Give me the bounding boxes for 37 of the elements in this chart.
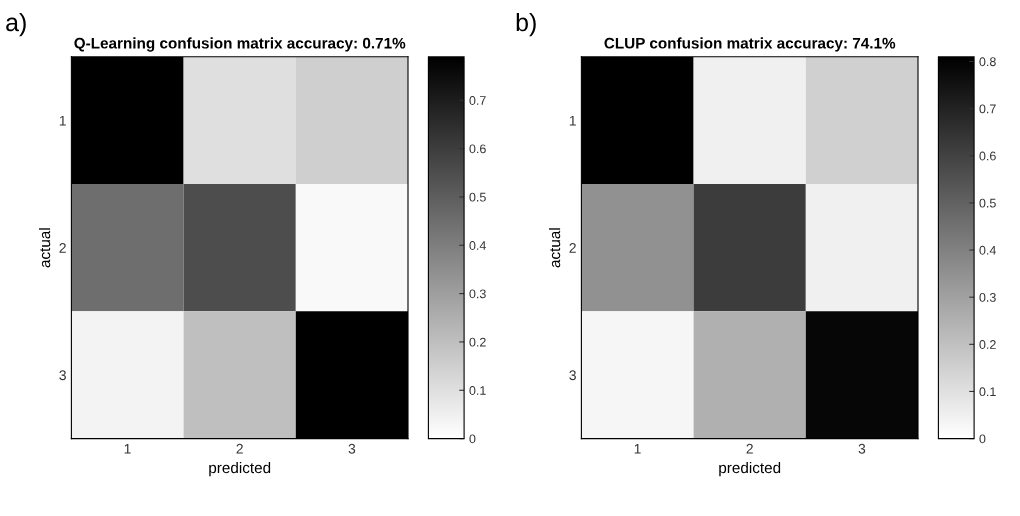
color-bar-label: 0.1 — [979, 387, 996, 397]
x-tick-label: 3 — [348, 443, 356, 454]
x-axis-title: predicted — [209, 461, 271, 477]
color-bar-label: 0.2 — [979, 340, 996, 349]
color-bar-label: 0.3 — [979, 292, 996, 302]
x-tick-label: 3 — [858, 443, 866, 454]
color-bar-label: 0.6 — [979, 151, 996, 161]
color-bar-label: 0.1 — [469, 386, 486, 395]
color-bar-label: 0.6 — [469, 144, 486, 154]
x-tick-label: 2 — [236, 443, 243, 454]
color-bar-label: 0.5 — [469, 192, 486, 202]
color-bar-label: 0.8 — [979, 57, 996, 67]
color-bar-label: 0 — [979, 434, 986, 444]
chart-title: CLUP confusion matrix accuracy: 74.1% — [604, 37, 896, 52]
y-tick-label: 3 — [59, 370, 66, 381]
x-tick-label: 1 — [124, 443, 131, 454]
y-tick-label: 2 — [569, 243, 576, 253]
color-bar-label: 0.7 — [469, 96, 486, 105]
y-tick-label: 2 — [59, 243, 66, 253]
x-axis-title: predicted — [719, 461, 781, 477]
chart-title: Q-Learning confusion matrix accuracy: 0.71% — [74, 37, 406, 52]
color-bar-label: 0.7 — [979, 104, 996, 114]
color-bar-label: 0.3 — [469, 289, 486, 299]
x-tick-label: 2 — [746, 443, 753, 454]
y-tick-label: 1 — [59, 115, 66, 126]
color-bar-label: 0.5 — [979, 198, 996, 208]
text: a) — [6, 12, 26, 37]
color-bar-label: 0 — [469, 434, 476, 444]
color-bar-label: 0.2 — [469, 337, 486, 347]
color-bar-label: 0.4 — [469, 241, 486, 250]
color-bar-label: 0.4 — [979, 245, 996, 255]
y-axis-title: actual — [39, 228, 51, 268]
y-tick-label: 1 — [569, 115, 576, 126]
text: b) — [516, 12, 536, 37]
y-axis-title: actual — [549, 228, 561, 268]
x-tick-label: 1 — [634, 443, 641, 454]
y-tick-label: 3 — [569, 370, 576, 381]
